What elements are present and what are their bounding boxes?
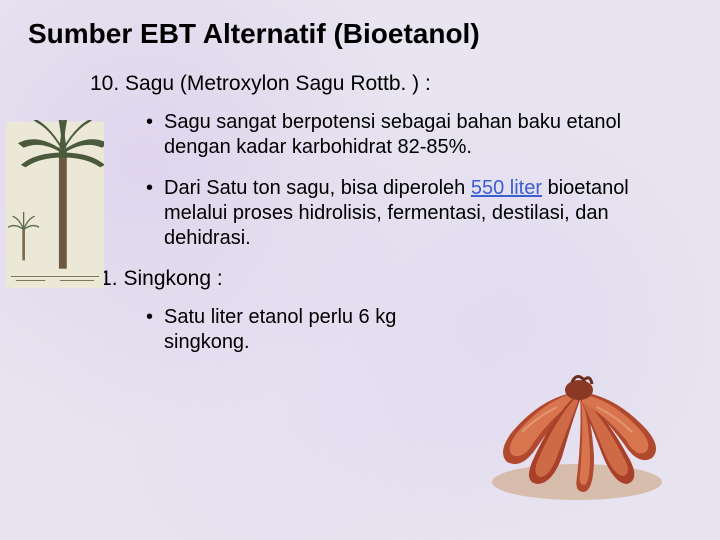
- sago-palm-icon: [6, 120, 104, 290]
- list-item: Satu liter etanol perlu 6 kg singkong.: [146, 305, 452, 355]
- bullet-text: Satu liter etanol perlu 6 kg singkong.: [164, 306, 396, 353]
- list-item: Dari Satu ton sagu, bisa diperoleh 550 l…: [146, 176, 652, 251]
- cassava-root-icon: [482, 362, 672, 507]
- item-10-bullets: Sagu sangat berpotensi sebagai bahan bak…: [146, 110, 652, 251]
- item-11-heading: 11. Singkong :: [90, 267, 692, 291]
- list-item: Sagu sangat berpotensi sebagai bahan bak…: [146, 110, 652, 160]
- slide: Sumber EBT Alternatif (Bioetanol) 10. Sa…: [0, 0, 720, 540]
- item-11-bullets: Satu liter etanol perlu 6 kg singkong.: [146, 305, 452, 355]
- item-10-heading: 10. Sagu (Metroxylon Sagu Rottb. ) :: [90, 72, 692, 96]
- page-title: Sumber EBT Alternatif (Bioetanol): [28, 18, 692, 50]
- bullet-text: Sagu sangat berpotensi sebagai bahan bak…: [164, 111, 621, 158]
- ethanol-yield-link[interactable]: 550 liter: [471, 177, 542, 199]
- bullet-text: Dari Satu ton sagu, bisa diperoleh: [164, 177, 471, 199]
